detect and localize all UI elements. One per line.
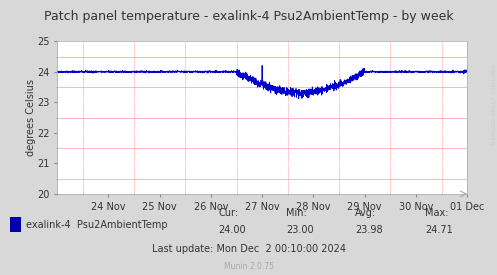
Text: 23.98: 23.98 bbox=[355, 225, 383, 235]
Text: Avg:: Avg: bbox=[355, 208, 377, 218]
Text: Munin 2.0.75: Munin 2.0.75 bbox=[224, 262, 273, 271]
Text: Last update: Mon Dec  2 00:10:00 2024: Last update: Mon Dec 2 00:10:00 2024 bbox=[152, 244, 345, 254]
Text: 23.00: 23.00 bbox=[286, 225, 314, 235]
Text: Max:: Max: bbox=[425, 208, 448, 218]
Text: 24.00: 24.00 bbox=[219, 225, 247, 235]
Text: Cur:: Cur: bbox=[219, 208, 239, 218]
Text: RRDTOOL / TOBI OETIKER: RRDTOOL / TOBI OETIKER bbox=[490, 64, 495, 145]
Text: Min:: Min: bbox=[286, 208, 307, 218]
Y-axis label: degrees Celsius: degrees Celsius bbox=[26, 79, 36, 156]
Text: 24.71: 24.71 bbox=[425, 225, 453, 235]
Text: exalink-4  Psu2AmbientTemp: exalink-4 Psu2AmbientTemp bbox=[26, 220, 167, 230]
Text: Patch panel temperature - exalink-4 Psu2AmbientTemp - by week: Patch panel temperature - exalink-4 Psu2… bbox=[44, 10, 453, 23]
